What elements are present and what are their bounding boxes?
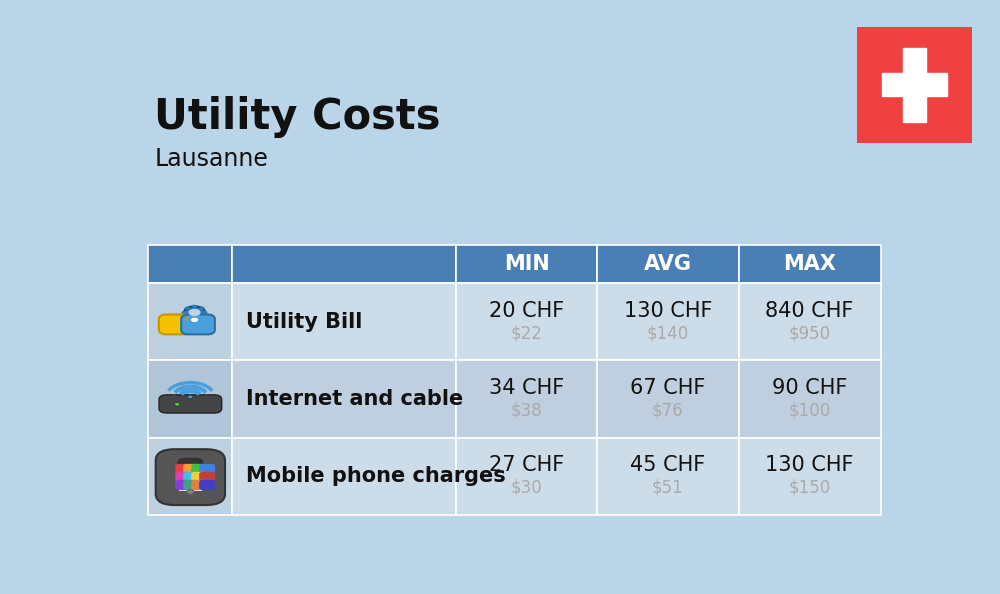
Bar xyxy=(205,396,208,409)
Bar xyxy=(148,245,232,283)
Bar xyxy=(597,438,739,515)
FancyBboxPatch shape xyxy=(175,472,191,482)
FancyBboxPatch shape xyxy=(183,464,199,474)
Text: $38: $38 xyxy=(511,402,542,419)
Bar xyxy=(456,283,597,360)
FancyBboxPatch shape xyxy=(156,449,225,505)
FancyBboxPatch shape xyxy=(183,480,199,490)
FancyBboxPatch shape xyxy=(183,472,199,482)
Text: 45 CHF: 45 CHF xyxy=(630,456,705,475)
Bar xyxy=(597,283,739,360)
Bar xyxy=(456,245,597,283)
Text: 90 CHF: 90 CHF xyxy=(772,378,847,398)
FancyBboxPatch shape xyxy=(191,480,207,490)
Text: 130 CHF: 130 CHF xyxy=(624,301,712,321)
Bar xyxy=(148,283,232,360)
FancyBboxPatch shape xyxy=(199,472,215,482)
Circle shape xyxy=(181,311,186,314)
Bar xyxy=(456,360,597,438)
Circle shape xyxy=(185,307,190,309)
Circle shape xyxy=(175,403,179,406)
Bar xyxy=(903,48,926,122)
Text: $22: $22 xyxy=(511,324,542,342)
Bar xyxy=(597,245,739,283)
Circle shape xyxy=(185,315,190,318)
Text: MIN: MIN xyxy=(504,254,549,274)
FancyBboxPatch shape xyxy=(856,26,973,144)
Bar xyxy=(185,317,188,321)
Text: 130 CHF: 130 CHF xyxy=(765,456,854,475)
Text: Lausanne: Lausanne xyxy=(154,147,268,170)
Text: Mobile phone charges: Mobile phone charges xyxy=(246,466,506,486)
Circle shape xyxy=(188,396,192,398)
FancyBboxPatch shape xyxy=(191,472,207,482)
Bar xyxy=(148,360,232,438)
Bar xyxy=(232,360,456,438)
Bar xyxy=(232,245,456,283)
FancyBboxPatch shape xyxy=(159,314,193,334)
Bar xyxy=(739,245,881,283)
Text: $140: $140 xyxy=(647,324,689,342)
Text: MAX: MAX xyxy=(783,254,836,274)
Text: $150: $150 xyxy=(788,479,831,497)
FancyBboxPatch shape xyxy=(199,464,215,474)
Bar xyxy=(739,360,881,438)
Text: 27 CHF: 27 CHF xyxy=(489,456,564,475)
Bar xyxy=(739,283,881,360)
Text: $100: $100 xyxy=(788,402,831,419)
Circle shape xyxy=(184,307,205,319)
Circle shape xyxy=(187,490,194,494)
FancyBboxPatch shape xyxy=(181,314,215,334)
Text: AVG: AVG xyxy=(644,254,692,274)
Text: $950: $950 xyxy=(789,324,831,342)
Bar xyxy=(173,396,175,409)
Text: 20 CHF: 20 CHF xyxy=(489,301,564,321)
Circle shape xyxy=(203,311,208,314)
Text: 840 CHF: 840 CHF xyxy=(765,301,854,321)
Text: Internet and cable: Internet and cable xyxy=(246,389,463,409)
Bar xyxy=(232,283,456,360)
FancyBboxPatch shape xyxy=(199,480,215,490)
Text: 34 CHF: 34 CHF xyxy=(489,378,564,398)
Circle shape xyxy=(192,305,197,308)
Text: Utility Costs: Utility Costs xyxy=(154,96,441,138)
Text: $51: $51 xyxy=(652,479,684,497)
Text: 67 CHF: 67 CHF xyxy=(630,378,706,398)
Bar xyxy=(192,317,195,321)
Bar xyxy=(148,438,232,515)
Text: $30: $30 xyxy=(511,479,542,497)
Text: $76: $76 xyxy=(652,402,684,419)
Circle shape xyxy=(188,309,201,316)
Circle shape xyxy=(192,317,197,320)
Circle shape xyxy=(200,307,205,309)
FancyBboxPatch shape xyxy=(177,458,203,468)
Bar xyxy=(179,465,202,491)
Bar xyxy=(456,438,597,515)
FancyBboxPatch shape xyxy=(159,395,222,413)
Circle shape xyxy=(205,394,208,396)
Bar xyxy=(739,438,881,515)
Text: Utility Bill: Utility Bill xyxy=(246,311,362,331)
FancyBboxPatch shape xyxy=(175,480,191,490)
Circle shape xyxy=(191,318,198,322)
Bar xyxy=(597,360,739,438)
Circle shape xyxy=(200,315,205,318)
FancyBboxPatch shape xyxy=(175,464,191,474)
Bar xyxy=(882,73,947,96)
Bar xyxy=(232,438,456,515)
FancyBboxPatch shape xyxy=(191,464,207,474)
Circle shape xyxy=(172,394,176,396)
